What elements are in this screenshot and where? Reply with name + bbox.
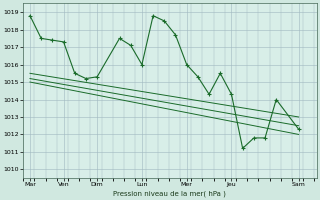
X-axis label: Pression niveau de la mer( hPa ): Pression niveau de la mer( hPa ) [114, 190, 226, 197]
